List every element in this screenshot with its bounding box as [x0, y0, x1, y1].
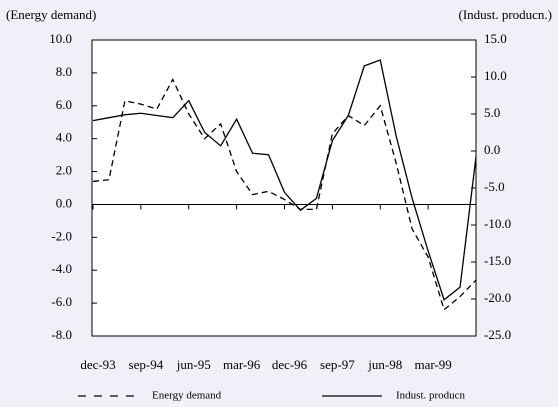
- y2-tick-label: -5.0: [484, 179, 505, 194]
- y-tick-label: 6.0: [56, 97, 72, 112]
- y-tick-label: 4.0: [56, 130, 72, 145]
- x-tick-label: dec-93: [80, 357, 115, 372]
- y-tick-label: 10.0: [49, 31, 72, 46]
- x-tick-label: sep-94: [129, 357, 164, 372]
- y-tick-label: 8.0: [56, 64, 72, 79]
- y2-tick-label: 10.0: [484, 68, 507, 83]
- y2-tick-label: -10.0: [484, 216, 511, 231]
- x-tick-label: jun-95: [176, 357, 211, 372]
- y2-tick-label: -20.0: [484, 290, 511, 305]
- legend-label: Energy demand: [152, 390, 222, 402]
- y-tick-label: 0.0: [56, 195, 72, 210]
- y-tick-label: 2.0: [56, 163, 72, 178]
- y2-tick-label: -15.0: [484, 253, 511, 268]
- y-tick-label: -8.0: [51, 327, 72, 342]
- y2-tick-label: 5.0: [484, 105, 500, 120]
- y-tick-label: -2.0: [51, 228, 72, 243]
- x-tick-label: jun-98: [367, 357, 402, 372]
- y2-tick-label: 0.0: [484, 142, 500, 157]
- x-tick-label: dec-96: [272, 357, 308, 372]
- legend-label: Indust. producn: [396, 390, 466, 402]
- y2-tick-label: -25.0: [484, 327, 511, 342]
- x-tick-label: mar-96: [223, 357, 261, 372]
- x-tick-label: mar-99: [414, 357, 451, 372]
- y-tick-label: -4.0: [51, 261, 72, 276]
- series-line: [92, 78, 477, 311]
- y-tick-label: -6.0: [51, 294, 72, 309]
- y2-axis-label: (Indust. producn.): [458, 7, 552, 22]
- series-line: [92, 59, 477, 301]
- y2-tick-label: 15.0: [484, 31, 507, 46]
- y-axis-label: (Energy demand): [6, 7, 96, 22]
- plot-area: [91, 39, 477, 337]
- x-tick-label: sep-97: [320, 357, 355, 372]
